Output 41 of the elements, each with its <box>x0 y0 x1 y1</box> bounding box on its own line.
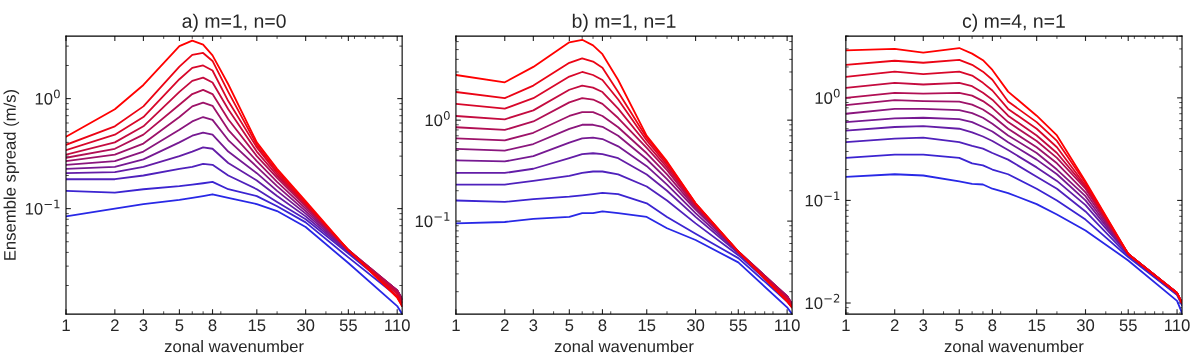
x-tick-label: 2 <box>500 319 509 332</box>
y-axis-title: Ensemble spread (m/s) <box>3 89 20 260</box>
y-tick-label: 10$^{−1}$ <box>805 191 840 207</box>
x-tick-label: 15 <box>638 319 656 332</box>
y-tick-label: 10$^{−1}$ <box>25 199 60 215</box>
x-tick-label: 3 <box>919 319 928 332</box>
x-tick-label: 30 <box>686 319 705 332</box>
chart-title: a) m=1, n=0 <box>182 13 286 32</box>
y-tick-label: 10$^{0}$ <box>815 88 840 104</box>
y-tick-label: 10$^{0}$ <box>425 111 450 127</box>
x-tick-label: 5 <box>175 319 184 332</box>
x-tick-label: 30 <box>297 319 315 332</box>
x-axis-title: zonal wavenumber <box>164 340 304 353</box>
x-tick-label: 55 <box>1119 319 1137 332</box>
x-tick-label: 3 <box>139 319 148 332</box>
x-tick-label: 15 <box>1028 319 1046 332</box>
x-tick-label: 110 <box>1165 319 1190 332</box>
x-tick-label: 5 <box>565 319 574 332</box>
x-tick-label: 8 <box>598 319 607 332</box>
x-tick-label: 2 <box>890 319 899 332</box>
x-tick-label: 55 <box>729 319 747 332</box>
x-tick-label: 3 <box>529 319 538 332</box>
x-tick-label: 15 <box>248 319 266 332</box>
x-tick-label: 30 <box>1076 319 1095 332</box>
chart-title: c) m=4, n=1 <box>962 13 1065 32</box>
y-tick-label: 10$^{−1}$ <box>415 212 450 228</box>
x-tick-label: 8 <box>988 319 997 332</box>
x-tick-label: 1 <box>452 319 460 332</box>
x-tick-label: 5 <box>955 319 964 332</box>
x-tick-label: 8 <box>208 319 217 332</box>
x-tick-label: 110 <box>775 319 800 332</box>
x-tick-label: 2 <box>111 319 119 332</box>
y-tick-label: 10$^{−2}$ <box>805 293 840 310</box>
x-tick-label: 1 <box>62 319 70 332</box>
x-tick-label: 110 <box>385 319 410 332</box>
y-tick-label: 10$^{0}$ <box>35 89 60 105</box>
x-axis-title: zonal wavenumber <box>554 340 694 353</box>
x-axis-title: zonal wavenumber <box>944 340 1084 353</box>
x-tick-label: 1 <box>842 319 850 332</box>
chart-title: b) m=1, n=1 <box>572 13 676 32</box>
x-tick-label: 55 <box>339 319 357 332</box>
